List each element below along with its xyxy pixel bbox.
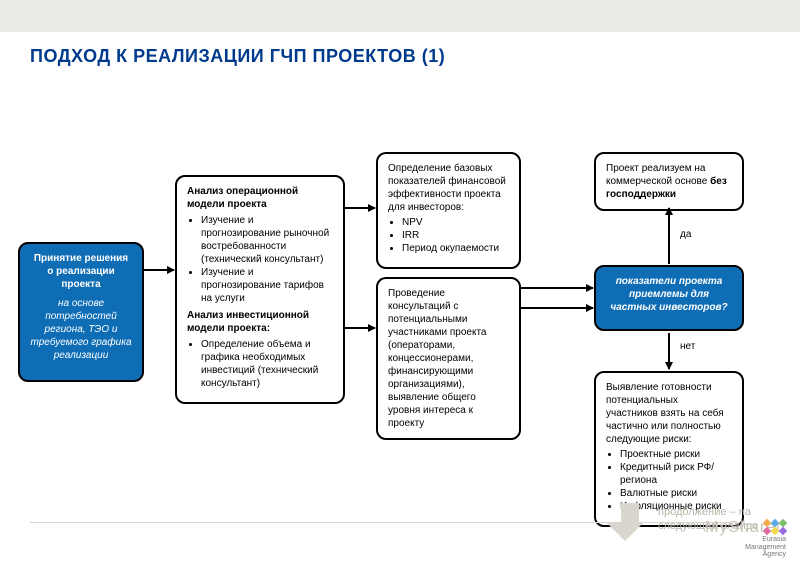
analysis-sec2-b1: Определение объема и графика необходимых…	[201, 338, 333, 390]
analysis-sec1-b2: Изучение и прогнозирование тарифов на ус…	[201, 266, 333, 305]
risks-b1: Проектные риски	[620, 448, 732, 461]
indicators-b1: NPV	[402, 216, 509, 229]
logo-l1: Eurasia	[745, 536, 786, 544]
node-criteria: показатели проекта приемлемы для частных…	[594, 265, 744, 331]
arrow-decision-analysis	[144, 269, 174, 271]
feasible-l1: Проект реализуем на коммерческой основе	[606, 163, 707, 187]
risks-title: Выявление готовности потенциальных участ…	[606, 382, 724, 445]
arrow-criteria-feasible	[668, 208, 670, 264]
indicators-list: NPV IRR Период окупаемости	[388, 216, 509, 255]
indicators-b2: IRR	[402, 229, 509, 242]
footer-divider	[30, 522, 730, 523]
header-bar	[0, 0, 800, 32]
page-title: ПОДХОД К РЕАЛИЗАЦИИ ГЧП ПРОЕКТОВ (1)	[0, 32, 800, 77]
consult-title: Проведение консультаций с потенциальными…	[388, 288, 486, 338]
criteria-title: показатели проекта приемлемы для частных…	[606, 275, 732, 314]
analysis-sec2-list: Определение объема и графика необходимых…	[187, 338, 333, 390]
indicators-title: Определение базовых показателей финансов…	[388, 163, 506, 213]
indicators-b3: Период окупаемости	[402, 242, 509, 255]
node-decision-title: Принятие решения о реализации проекта	[30, 252, 132, 291]
arrow-consult-criteria	[521, 307, 593, 309]
risks-b3: Валютные риски	[620, 487, 732, 500]
arrow-analysis-indicators	[345, 207, 375, 209]
arrow-analysis-consult	[345, 327, 375, 329]
node-analysis: Анализ операционной модели проекта Изуче…	[175, 175, 345, 404]
node-decision-subtitle: на основе потребностей региона, ТЭО и тр…	[30, 297, 132, 362]
label-no: нет	[680, 341, 695, 352]
arrow-criteria-risks	[668, 333, 670, 369]
analysis-sec1-b1: Изучение и прогнозирование рыночной вост…	[201, 214, 333, 266]
node-feasible: Проект реализуем на коммерческой основе …	[594, 152, 744, 211]
analysis-sec2-title: Анализ инвестиционной модели проекта:	[187, 309, 333, 335]
risks-b2: Кредитный риск РФ/региона	[620, 461, 732, 487]
consult-body: (операторами, концессионерами, финансиру…	[388, 340, 476, 429]
analysis-sec1-list: Изучение и прогнозирование рыночной вост…	[187, 214, 333, 305]
label-yes: да	[680, 229, 691, 240]
node-decision: Принятие решения о реализации проекта на…	[18, 242, 144, 382]
logo-l2: Management	[745, 544, 786, 552]
arrow-indicators-criteria	[521, 287, 593, 289]
logo: Eurasia Management Agency	[745, 520, 786, 559]
logo-l3: Agency	[745, 551, 786, 559]
analysis-sec1-title: Анализ операционной модели проекта	[187, 185, 333, 211]
node-consult: Проведение консультаций с потенциальными…	[376, 277, 521, 440]
node-indicators: Определение базовых показателей финансов…	[376, 152, 521, 269]
flowchart-canvas: Принятие решения о реализации проекта на…	[0, 77, 800, 557]
